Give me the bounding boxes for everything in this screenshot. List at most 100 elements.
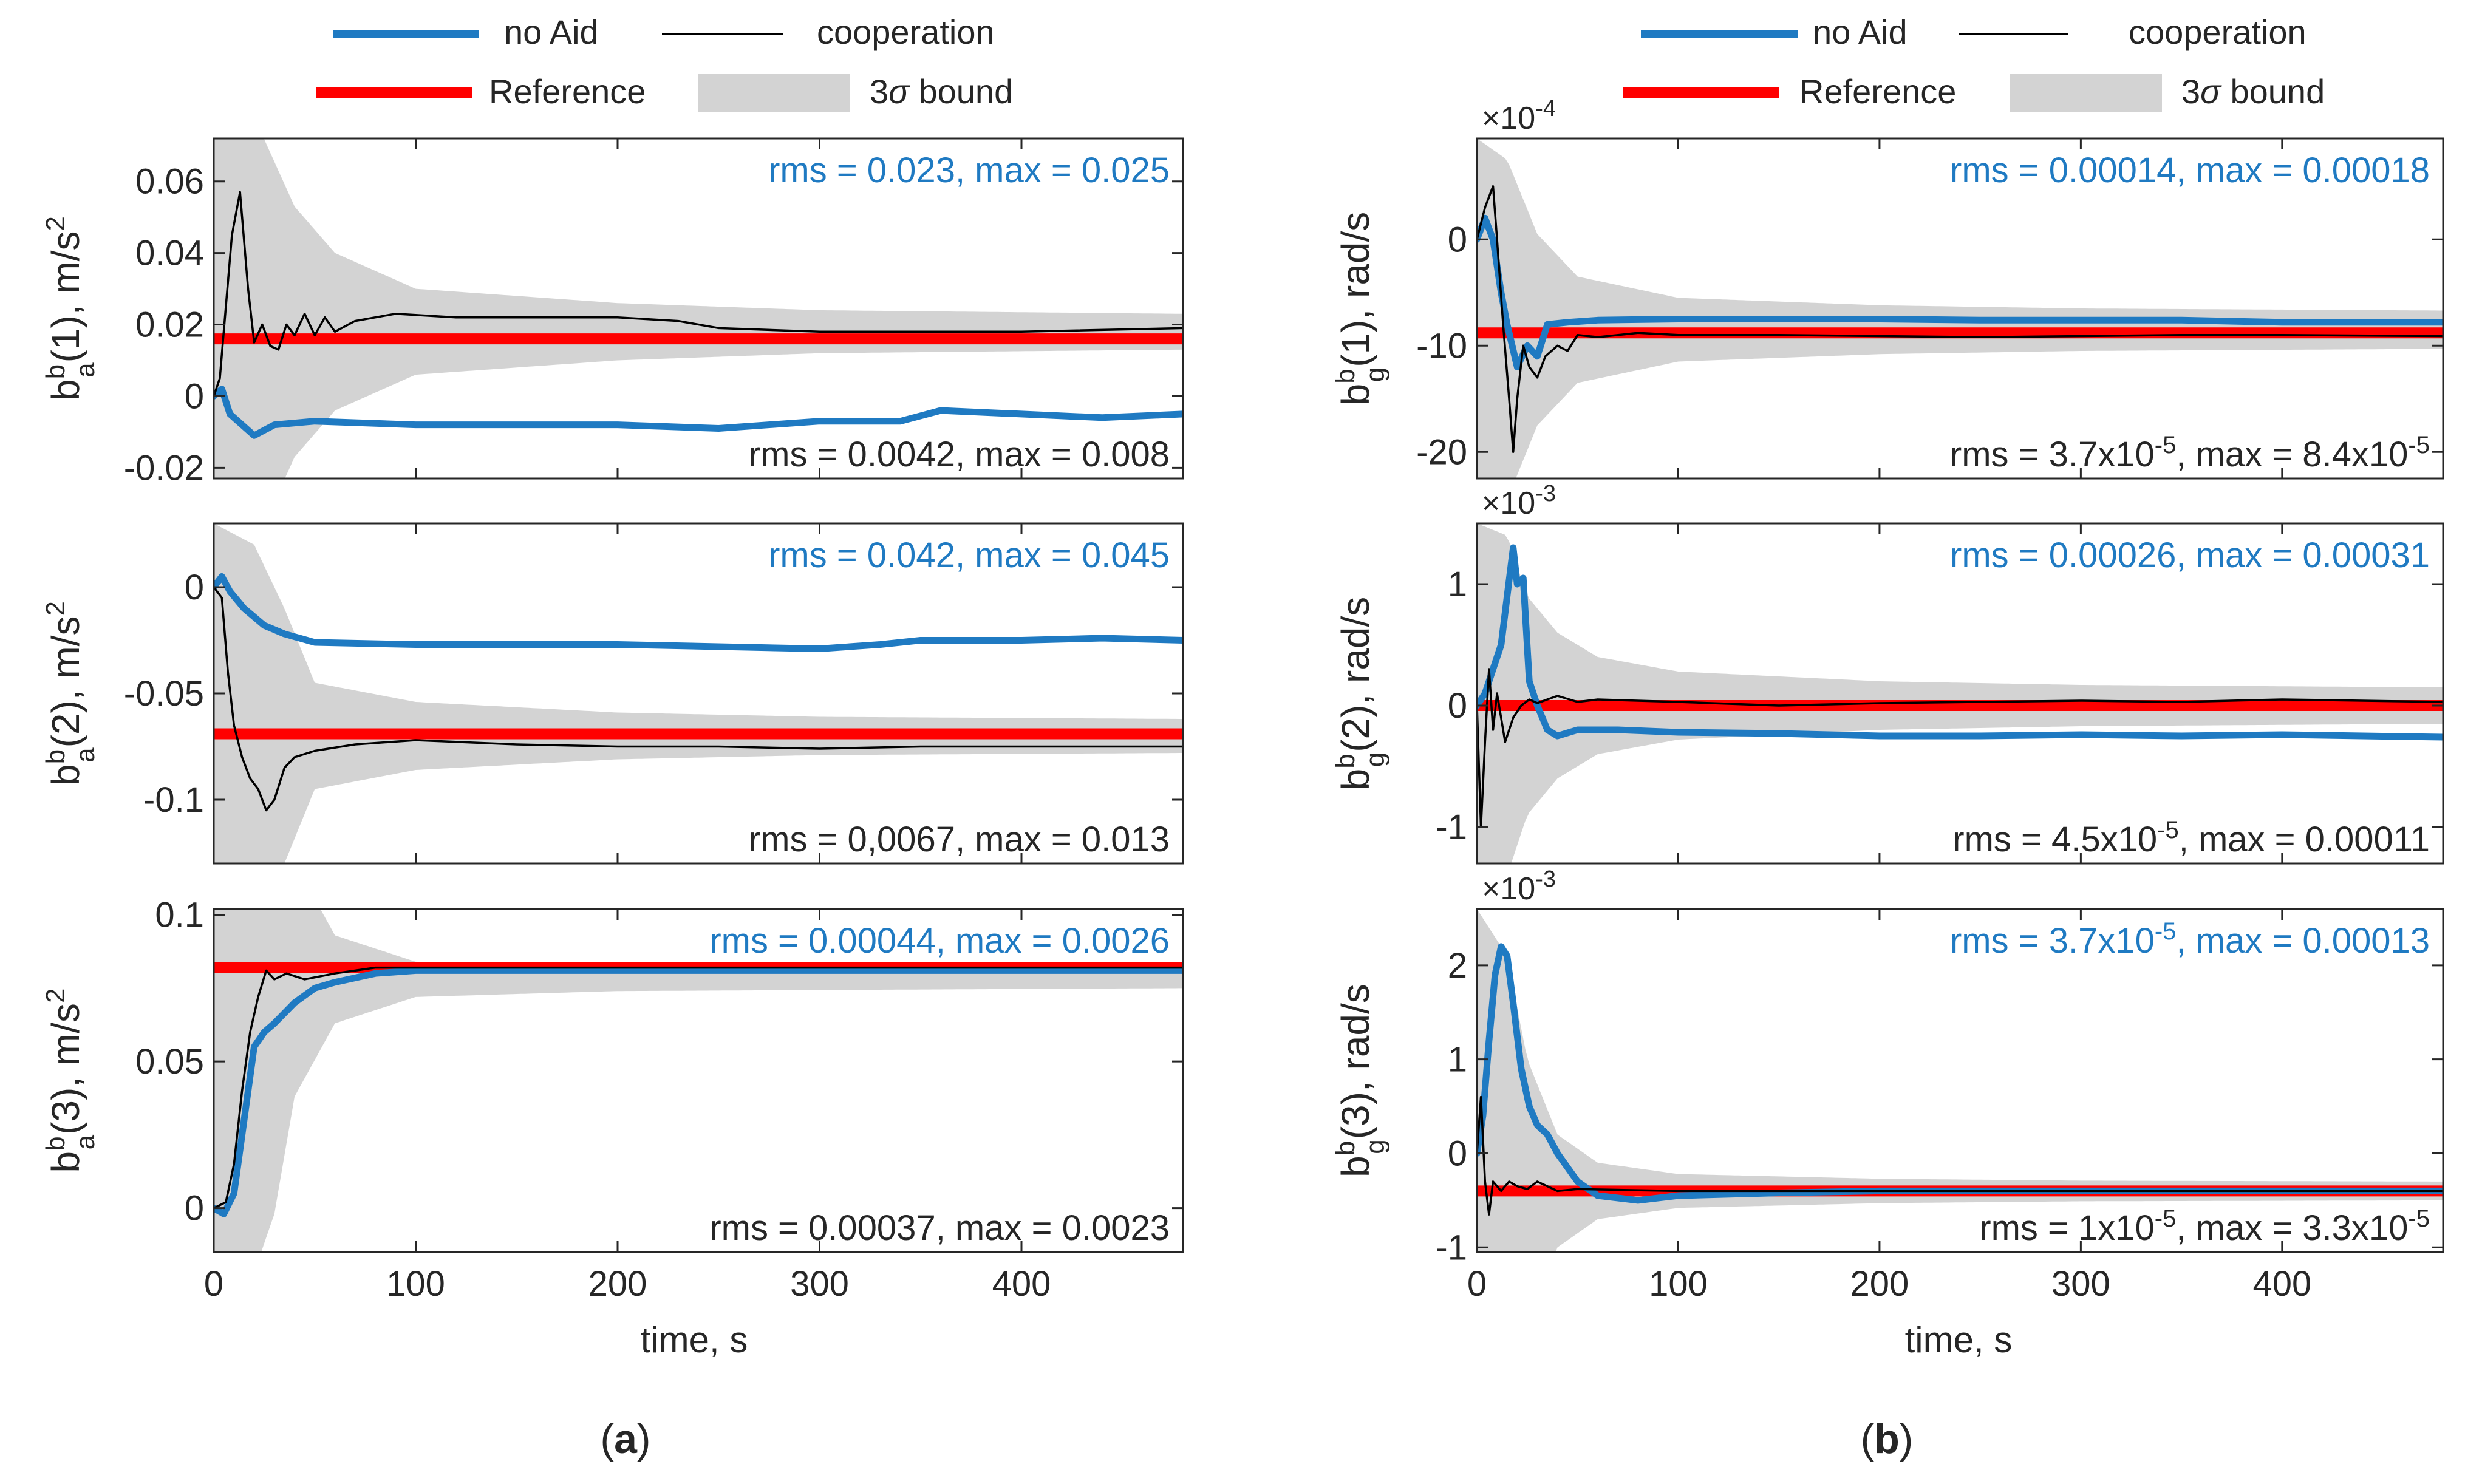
ylabel-subscript: g — [1360, 367, 1390, 382]
legend-reference-label: Reference — [489, 72, 646, 111]
y-axis-label: bbg(2), rad/s — [1331, 597, 1390, 791]
x-tick-label: 0 — [204, 1264, 223, 1304]
legend-left: no Aid cooperation Reference 3σ bound — [316, 13, 1013, 112]
x-tick-label: 100 — [1649, 1264, 1708, 1304]
y-tick-label: -0.1 — [143, 780, 204, 820]
ann-exp1: -5 — [2155, 918, 2177, 945]
panel-b2: -101 ×10-3 rms = 0.00026, max = 0.00031 … — [1331, 481, 2444, 865]
sigma-bound-band — [214, 909, 1183, 1252]
annotation-no-aid: rms = 0.042, max = 0.045 — [768, 536, 1170, 575]
ylabel-base: b — [1334, 769, 1377, 791]
series-no-aid-line — [214, 967, 1183, 1217]
x-tick-label: 0 — [1467, 1264, 1487, 1304]
y-axis-label: bba(3), m/s2 — [41, 989, 100, 1173]
annotation-cooperation: rms = 0.00037, max = 0.0023 — [709, 1208, 1170, 1248]
caption-b: (b) — [1861, 1416, 1914, 1462]
axes-frame — [1476, 137, 2444, 480]
y-tick-label: 0 — [185, 376, 204, 416]
tick-layer: -0.02 0 0.02 0.04 0.06 — [124, 138, 1183, 488]
plot-layer — [1477, 909, 2443, 1252]
ann-exp1: -5 — [2155, 1205, 2177, 1232]
annotation-cooperation: rms = 0,0067, max = 0.013 — [749, 820, 1170, 859]
ylabel-superscript: b — [41, 1136, 70, 1151]
plot-layer — [1477, 138, 2443, 478]
axes-frame — [213, 137, 1184, 480]
sigma-bound-band — [1477, 909, 2443, 1252]
ann-part1: rms = 3.7x10 — [1950, 921, 2155, 961]
legend-reference-label: Reference — [1799, 72, 1956, 111]
y-tick-label: 0.05 — [135, 1042, 204, 1081]
legend-bound-swatch — [2010, 74, 2162, 112]
tick-layer: -1 0 1 — [1436, 523, 2443, 863]
panel-a2: -0.1 -0.05 0 rms = 0.042, max = 0.045 rms … — [41, 522, 1184, 865]
axis-exponent: ×10-3 — [1482, 481, 1556, 521]
x-tick-label: 200 — [588, 1264, 647, 1304]
y-tick-label: -10 — [1416, 326, 1467, 366]
ann-part1: rms = 4.5x10 — [1952, 820, 2157, 859]
legend-bound-prefix: 3 — [2181, 72, 2200, 111]
ann-part1: rms = 1x10 — [1979, 1208, 2155, 1248]
ann-part2: , max = 8.4x10 — [2176, 435, 2408, 474]
plot-layer — [214, 523, 1183, 863]
legend-cooperation-label: cooperation — [2129, 13, 2306, 51]
caption-a-text: (a) — [600, 1416, 650, 1462]
annotation-no-aid: rms = 0.023, max = 0.025 — [768, 151, 1170, 190]
annotation-cooperation: rms = 0.0042, max = 0.008 — [749, 435, 1170, 474]
exponent-power: -4 — [1535, 96, 1556, 121]
caption-a: (a) — [600, 1416, 650, 1462]
ylabel-rest: (1), rad/s — [1334, 212, 1377, 367]
caption-a-letter: a — [614, 1416, 638, 1462]
y-tick-label: 0 — [1448, 686, 1467, 726]
tick-layer: -20 -10 0 — [1416, 138, 2443, 478]
legend-bound-label: 3σ bound — [2181, 72, 2325, 111]
series-cooperation-line — [214, 191, 1183, 398]
x-axis-label-right: time, s — [1905, 1319, 2013, 1360]
sigma-bound-band — [1477, 523, 2443, 863]
legend-bound-sigma: σ — [888, 72, 910, 111]
y-tick-label: 1 — [1448, 1040, 1467, 1080]
series-no-aid-line — [214, 386, 1183, 439]
ylabel-base: b — [44, 379, 87, 401]
panel-a1: -0.02 0 0.02 0.04 0.06 rms = 0.023, max = 0.… — [41, 137, 1184, 488]
exponent-mantissa: ×10 — [1482, 101, 1535, 136]
ylabel-power: 2 — [41, 989, 70, 1003]
ylabel-superscript: b — [1331, 369, 1360, 383]
y-axis-label: bbg(1), rad/s — [1331, 212, 1390, 406]
y-axis-label: bba(1), m/s2 — [41, 216, 100, 401]
exponent-mantissa: ×10 — [1482, 486, 1535, 521]
legend-no-aid-label: no Aid — [1813, 13, 1908, 51]
y-axis-label: bba(2), m/s2 — [41, 601, 100, 786]
plot-layer — [214, 909, 1183, 1252]
ylabel-base: b — [1334, 1156, 1377, 1177]
annotation-no-aid: rms = 3.7x10-5, max = 0.00013 — [1950, 918, 2430, 961]
caption-b-text: (b) — [1861, 1416, 1914, 1462]
axes-frame — [1476, 522, 2444, 865]
ylabel-superscript: b — [41, 749, 70, 764]
annotation-no-aid: rms = 0.00014, max = 0.00018 — [1950, 151, 2430, 190]
ann-part2: , max = 3.3x10 — [2176, 1208, 2408, 1248]
annotation-cooperation: rms = 3.7x10-5, max = 8.4x10-5 — [1950, 432, 2430, 474]
ylabel-subscript: g — [1360, 1139, 1390, 1154]
ylabel-base: b — [1334, 384, 1377, 406]
exponent-power: -3 — [1535, 866, 1556, 892]
series-cooperation-line — [214, 586, 1183, 812]
y-tick-label: -0.02 — [124, 448, 204, 488]
y-tick-label: -0.05 — [124, 674, 204, 713]
ylabel-power: 2 — [41, 216, 70, 231]
ylabel-rest: (3), m/s — [44, 1003, 87, 1135]
plot-layer — [214, 138, 1183, 478]
ylabel-rest: (2), rad/s — [1334, 597, 1377, 752]
ylabel-subscript: a — [70, 747, 100, 763]
ylabel-power: 2 — [41, 601, 70, 616]
panel-b1: -20 -10 0 ×10-4 rms = 0.00014, max = 0.000… — [1331, 96, 2444, 480]
y-tick-label: -1 — [1436, 1228, 1467, 1267]
ylabel-subscript: a — [70, 362, 100, 378]
x-tick-label: 400 — [2252, 1264, 2311, 1304]
axes-frame — [1476, 908, 2444, 1253]
ann-exp2: -5 — [2408, 432, 2430, 458]
tick-layer: 0 0.05 0.1 0 100 200 300 400 — [135, 896, 1183, 1304]
ann-part1: rms = 3.7x10 — [1950, 435, 2155, 474]
exponent-mantissa: ×10 — [1482, 871, 1535, 907]
